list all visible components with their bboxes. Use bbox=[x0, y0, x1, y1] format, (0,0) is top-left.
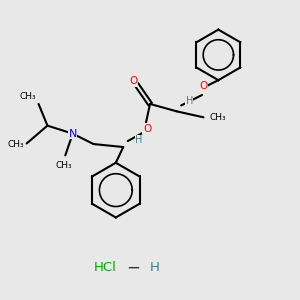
Text: CH₃: CH₃ bbox=[20, 92, 36, 101]
Text: CH₃: CH₃ bbox=[8, 140, 24, 148]
Text: O: O bbox=[143, 124, 151, 134]
Text: HCl: HCl bbox=[94, 261, 117, 274]
Text: −: − bbox=[127, 258, 141, 276]
Text: CH₃: CH₃ bbox=[56, 161, 72, 170]
Text: CH₃: CH₃ bbox=[209, 113, 226, 122]
Text: H: H bbox=[135, 136, 142, 146]
Text: O: O bbox=[130, 76, 138, 86]
Text: H: H bbox=[185, 96, 193, 106]
Text: H: H bbox=[149, 261, 159, 274]
Text: O: O bbox=[200, 81, 208, 91]
Text: N: N bbox=[68, 129, 77, 139]
